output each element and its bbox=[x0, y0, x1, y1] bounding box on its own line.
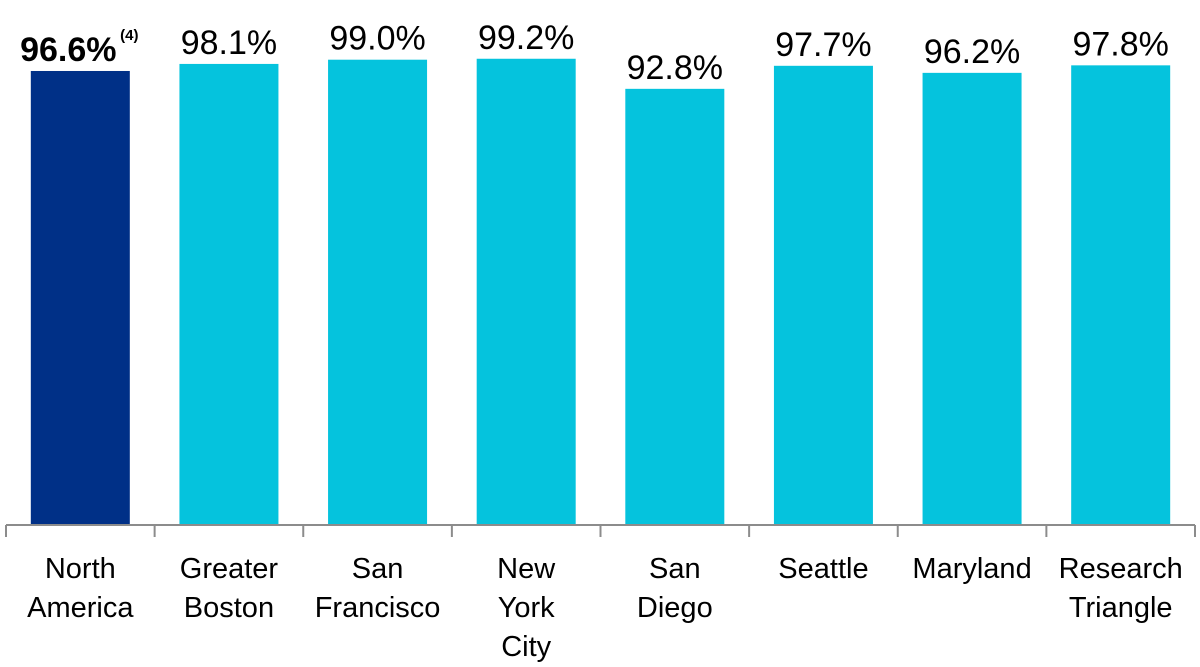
category-labels-group: North America Greater Boston San Francisco New… bbox=[27, 553, 1183, 663]
value-label-research-triangle: 97.8% bbox=[1072, 25, 1168, 63]
bar-north-america bbox=[30, 70, 130, 525]
category-label-san-diego: San Diego bbox=[637, 553, 713, 624]
category-label-north-america: North America bbox=[27, 553, 134, 624]
value-label-san-francisco: 99.0% bbox=[329, 20, 425, 58]
value-label-north-america: 96.6% bbox=[20, 31, 116, 69]
bar-maryland bbox=[922, 72, 1022, 526]
value-label-san-diego: 92.8% bbox=[627, 49, 723, 87]
category-label-greater-boston: Greater Boston bbox=[180, 553, 279, 624]
bars-group bbox=[30, 58, 1171, 526]
bar-san-diego bbox=[625, 88, 725, 525]
value-labels-group: 96.6% (4) 98.1% 99.0% 99.2% 92.8% 97.7% 96.2% 97… bbox=[20, 19, 1169, 87]
value-label-greater-boston: 98.1% bbox=[181, 24, 277, 62]
footnote-marker: (4) bbox=[120, 27, 138, 44]
value-label-maryland: 96.2% bbox=[924, 33, 1020, 71]
value-label-new-york-city: 99.2% bbox=[478, 19, 574, 57]
bar-new-york-city bbox=[476, 58, 576, 525]
value-label-seattle: 97.7% bbox=[775, 26, 871, 64]
category-label-maryland: Maryland bbox=[912, 553, 1031, 585]
bar-research-triangle bbox=[1071, 65, 1171, 525]
bar-seattle bbox=[773, 65, 873, 525]
category-label-new-york-city: New York City bbox=[497, 553, 556, 663]
category-label-san-francisco: San Francisco bbox=[315, 553, 441, 624]
category-label-seattle: Seattle bbox=[778, 553, 868, 585]
x-axis bbox=[5, 524, 1196, 537]
bar-san-francisco bbox=[328, 59, 428, 525]
category-label-research-triangle: Research Triangle bbox=[1059, 553, 1183, 624]
bar-greater-boston bbox=[179, 63, 279, 526]
